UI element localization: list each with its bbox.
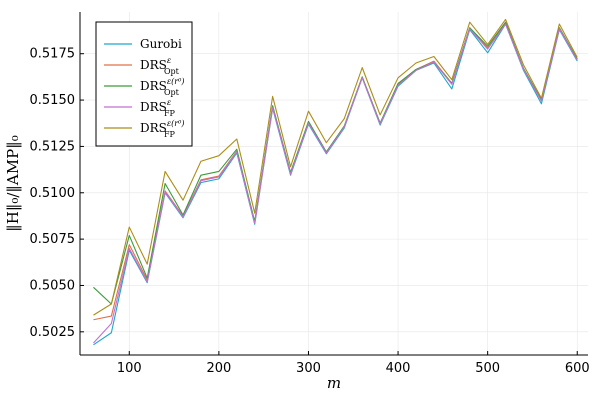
legend-label-sup: ε [167, 98, 171, 107]
legend-label-name: DRS [140, 58, 167, 72]
x-tick-label: 200 [206, 361, 231, 376]
legend-label-sub: FP [164, 130, 176, 139]
y-tick-label: 0.5100 [30, 186, 76, 201]
legend-label-3: DRSε FP [140, 98, 176, 118]
axes [79, 12, 588, 356]
x-tick-label: 300 [296, 361, 321, 376]
y-tick-label: 0.5175 [30, 47, 76, 62]
series-line-3 [93, 23, 578, 344]
ticks: 100 200 300 400 500 600 0.5025 0.5050 0.5075 0.51… [30, 47, 590, 376]
legend-label-2: DRSε(r⁰) Opt [140, 77, 184, 97]
x-tick-label: 400 [386, 361, 411, 376]
x-tick-label: 600 [565, 361, 590, 376]
legend-label-sup: ε [167, 56, 171, 65]
legend-label-name: DRS [140, 100, 167, 114]
x-tick-label: 500 [475, 361, 500, 376]
legend-label-sub: FP [164, 109, 176, 118]
legend-label-sup: ε(r⁰) [167, 119, 185, 128]
legend-label-name: Gurobi [140, 37, 182, 51]
legend-label-name: DRS [140, 121, 167, 135]
legend-label-4: DRSε(r⁰) FP [140, 119, 184, 139]
series-layer [93, 18, 578, 346]
y-tick-label: 0.5075 [30, 232, 76, 247]
legend-label-name: DRS [140, 79, 167, 93]
y-tick-label: 0.5150 [30, 93, 76, 108]
y-axis-title: ‖H‖₀/‖AMP‖₀ [4, 135, 22, 231]
legend-label-sup: ε(r⁰) [167, 77, 185, 86]
y-tick-label: 0.5125 [30, 139, 76, 154]
y-tick-label: 0.5025 [30, 325, 76, 340]
legend-label-1: DRSε Opt [140, 56, 180, 76]
legend-box [95, 21, 193, 147]
x-tick-label: 100 [117, 361, 142, 376]
x-axis-title: m [327, 374, 341, 392]
legend-label-sub: Opt [164, 88, 180, 97]
series-line-4 [93, 18, 578, 316]
legend-label-0: Gurobi [140, 37, 182, 51]
legend-label-sub: Opt [164, 67, 180, 76]
y-tick-label: 0.5050 [30, 278, 76, 293]
